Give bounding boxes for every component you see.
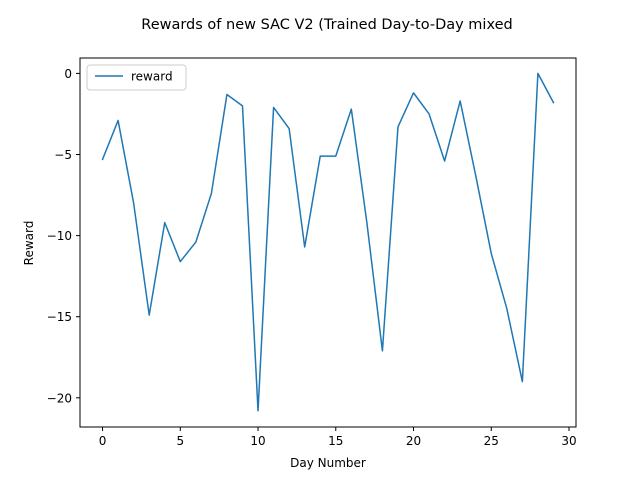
x-tick-label: 25 (484, 434, 499, 448)
y-axis-title: Reward (22, 221, 36, 266)
series-line-reward (101, 72, 555, 412)
legend-box (86, 64, 187, 91)
x-axis-title: Day Number (290, 456, 366, 470)
y-tick-label: −10 (47, 229, 72, 243)
legend-label-reward: reward (131, 70, 173, 84)
y-tick-label: −5 (54, 148, 72, 162)
legend: reward (86, 64, 187, 91)
x-tick-label: 20 (406, 434, 421, 448)
x-tick-label: 15 (328, 434, 343, 448)
y-tick-label: 0 (64, 67, 72, 81)
x-tick-label: 30 (561, 434, 576, 448)
chart-title: Rewards of new SAC V2 (Trained Day-to-Da… (141, 17, 512, 33)
y-tick-label: −20 (47, 391, 72, 405)
plot-area-frame (79, 57, 577, 428)
x-tick-label: 10 (250, 434, 265, 448)
x-tick-label: 0 (99, 434, 107, 448)
y-tick-label: −15 (47, 310, 72, 324)
x-tick-label: 5 (176, 434, 184, 448)
